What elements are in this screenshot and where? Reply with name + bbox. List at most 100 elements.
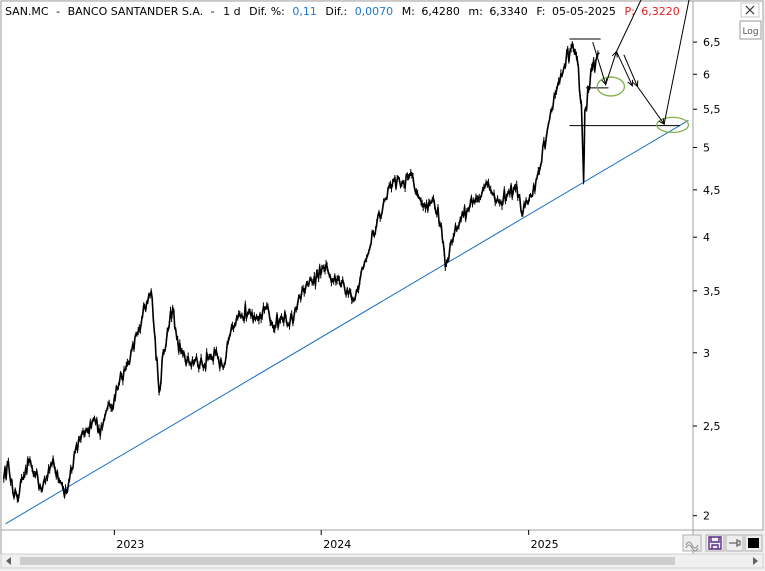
target-ellipse [656, 116, 690, 133]
price-point [74, 451, 77, 454]
price-point [353, 299, 355, 301]
header-sep-2: - [211, 5, 215, 18]
price-point [124, 368, 126, 370]
price-point [361, 267, 363, 270]
price-point [400, 184, 403, 187]
price-point [167, 328, 169, 331]
log-scale-button[interactable]: Log [739, 20, 762, 40]
price-point [272, 326, 275, 328]
price-point [392, 178, 395, 181]
close-chart-button[interactable] [740, 2, 760, 18]
projection-arrows [592, 0, 690, 126]
price-point [587, 87, 590, 89]
price-point [80, 438, 82, 440]
price-point [337, 278, 340, 281]
price-point [40, 487, 43, 490]
price-point [106, 409, 108, 412]
price-point [182, 354, 184, 357]
price-point [571, 42, 574, 45]
y-tick-label: 5 [703, 142, 710, 155]
price-point [539, 164, 542, 167]
price-point [136, 332, 138, 334]
price-point [468, 207, 470, 209]
scrollbar-thumb[interactable] [20, 557, 675, 565]
price-point [440, 226, 443, 229]
scroll-left-icon[interactable] [6, 557, 11, 565]
projection-path [616, 51, 633, 87]
header-min-value: 6,3340 [489, 5, 528, 18]
header-period: 1 d [223, 5, 240, 18]
price-point [547, 123, 550, 125]
price-point [416, 193, 419, 196]
price-point [476, 196, 478, 198]
price-point [280, 316, 283, 318]
wave-icon [685, 541, 699, 552]
support-trendline [5, 119, 689, 525]
y-tick-label: 2 [703, 510, 710, 523]
chart-header: SAN.MC - BANCO SANTANDER S.A. - 1 d Dif.… [5, 5, 680, 18]
close-icon [745, 5, 755, 15]
header-max-label: M: [402, 5, 415, 18]
header-dif-value: 0,0070 [355, 5, 394, 18]
price-point [112, 406, 115, 408]
price-point [63, 495, 66, 497]
price-point [209, 354, 211, 357]
price-point [34, 472, 37, 475]
price-point [154, 338, 156, 341]
price-point [515, 184, 518, 187]
projection-arrowhead [632, 80, 639, 88]
price-point [158, 391, 160, 393]
scroll-right-icon[interactable] [753, 557, 758, 565]
price-point [171, 307, 174, 310]
header-date-label: F: [536, 5, 545, 18]
pin-chart-button[interactable] [725, 534, 744, 552]
y-tick-label: 3,5 [703, 285, 721, 298]
price-point [215, 349, 218, 351]
price-point [3, 476, 5, 479]
projection-arrowhead [658, 118, 665, 126]
price-point [195, 357, 198, 359]
price-point [162, 351, 164, 354]
price-point [86, 428, 88, 431]
projection-path [623, 0, 690, 126]
y-tick-label: 2,5 [703, 420, 721, 433]
price-point [16, 499, 19, 501]
header-price-value: 6,3220 [641, 5, 680, 18]
price-point [582, 180, 585, 182]
header-date-value: 05-05-2025 [552, 5, 616, 18]
price-point [92, 417, 95, 419]
price-point [118, 379, 121, 382]
price-point [141, 313, 144, 316]
indicator-tool-button[interactable] [682, 534, 702, 552]
color-picker-button[interactable] [744, 534, 763, 552]
price-point [492, 192, 494, 195]
plot-content [3, 0, 690, 525]
y-axis-panel [692, 0, 764, 531]
header-sep-1: - [56, 5, 60, 18]
projection-arrowhead [601, 78, 608, 86]
y-tick-label: 3 [703, 347, 710, 360]
price-point [598, 52, 600, 55]
price-point [304, 287, 307, 290]
price-point [99, 433, 101, 435]
price-point [175, 338, 178, 341]
price-point [58, 480, 61, 482]
horizontal-scrollbar[interactable] [0, 553, 764, 569]
price-point [591, 66, 594, 69]
y-tick-label: 6,5 [703, 36, 721, 49]
price-point [369, 246, 371, 249]
price-point [385, 198, 387, 200]
x-tick-label: 2025 [531, 538, 559, 551]
plot-area[interactable] [0, 0, 694, 531]
header-name: BANCO SANTANDER S.A. [68, 5, 204, 18]
price-point [150, 291, 152, 293]
price-point [329, 276, 332, 279]
header-dif-pct-label: Dif. %: [249, 5, 285, 18]
price-point [424, 207, 427, 209]
save-chart-button[interactable] [705, 534, 725, 552]
y-tick-label: 4 [703, 231, 710, 244]
price-point [7, 462, 10, 464]
black-swatch-icon [748, 538, 759, 548]
price-point [288, 323, 291, 326]
plot-layer [3, 38, 690, 525]
